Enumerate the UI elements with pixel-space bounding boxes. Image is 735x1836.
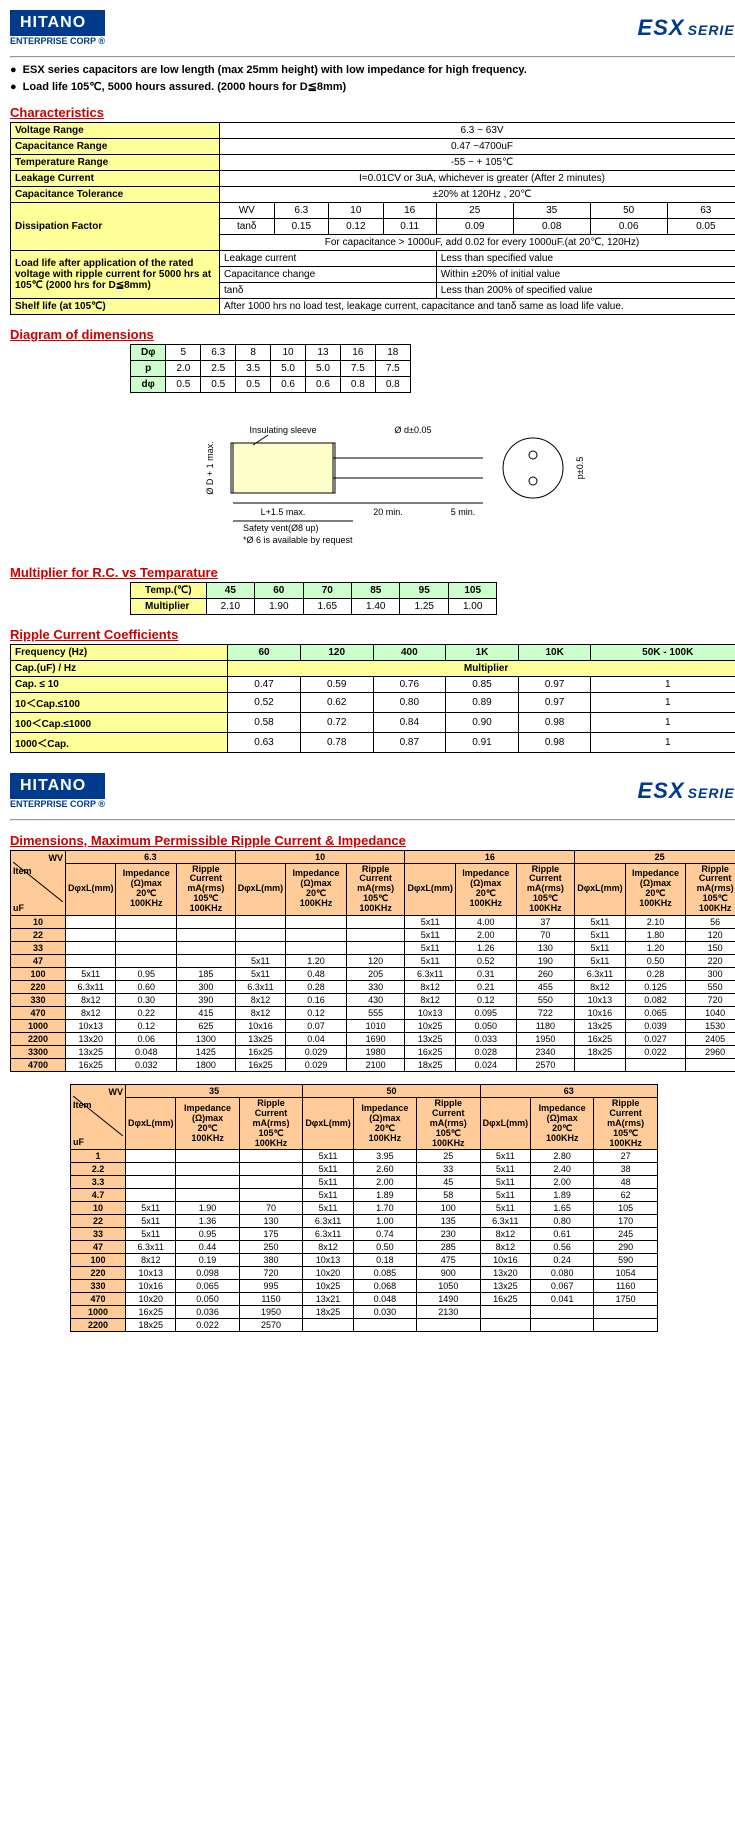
svg-text:Ø d±0.05: Ø d±0.05	[394, 425, 431, 435]
section-characteristics: Characteristics	[10, 105, 735, 120]
header: HITANO ENTERPRISE CORP ® ESX SERIES	[10, 10, 735, 46]
characteristics-table: Voltage Range6.3 ~ 63V Capacitance Range…	[10, 122, 735, 315]
bullet-1: ESX series capacitors are low length (ma…	[10, 64, 735, 76]
big-table-1: WVItemuF6.3101625DφxL(mm)Impedance (Ω)ma…	[10, 850, 735, 1072]
svg-text:L+1.5 max.: L+1.5 max.	[260, 507, 305, 517]
ripple-table: Frequency (Hz)601204001K10K50K - 100K Ca…	[10, 644, 735, 753]
big-table-2: WVItemuF355063DφxL(mm)Impedance (Ω)max20…	[70, 1084, 658, 1332]
svg-text:Ø D + 1 max.: Ø D + 1 max.	[205, 441, 215, 494]
svg-text:5 min.: 5 min.	[450, 507, 475, 517]
section-dimensions: Diagram of dimensions	[10, 327, 735, 342]
multiplier-table: Temp.(℃)4560708595105 Multiplier2.101.90…	[130, 582, 497, 615]
brand-sub: ENTERPRISE CORP ®	[10, 36, 105, 46]
brand: HITANO	[10, 10, 105, 36]
dimensions-table: Dφ56.3810131618 p2.02.53.55.05.07.57.5 d…	[130, 344, 411, 393]
logo: HITANO ENTERPRISE CORP ®	[10, 10, 105, 46]
logo-2: HITANO ENTERPRISE CORP ®	[10, 773, 105, 809]
section-multiplier: Multiplier for R.C. vs Temparature	[10, 565, 735, 580]
series: ESX SERIES	[638, 15, 735, 41]
section-big: Dimensions, Maximum Permissible Ripple C…	[10, 833, 735, 848]
svg-text:20 min.: 20 min.	[373, 507, 403, 517]
section-ripple: Ripple Current Coefficients	[10, 627, 735, 642]
dimension-diagram: Insulating sleeve Ø d±0.05 p±0.5 Ø D + 1…	[153, 403, 603, 553]
svg-text:p±0.5: p±0.5	[575, 456, 585, 478]
svg-text:*Ø 6 is available by request: *Ø 6 is available by request	[243, 535, 353, 545]
header-2: HITANO ENTERPRISE CORP ® ESX SERIES	[10, 773, 735, 809]
svg-text:Insulating sleeve: Insulating sleeve	[249, 425, 316, 435]
bullet-2: Load life 105℃, 5000 hours assured. (200…	[10, 80, 735, 93]
svg-text:Safety vent(Ø8 up): Safety vent(Ø8 up)	[243, 523, 319, 533]
